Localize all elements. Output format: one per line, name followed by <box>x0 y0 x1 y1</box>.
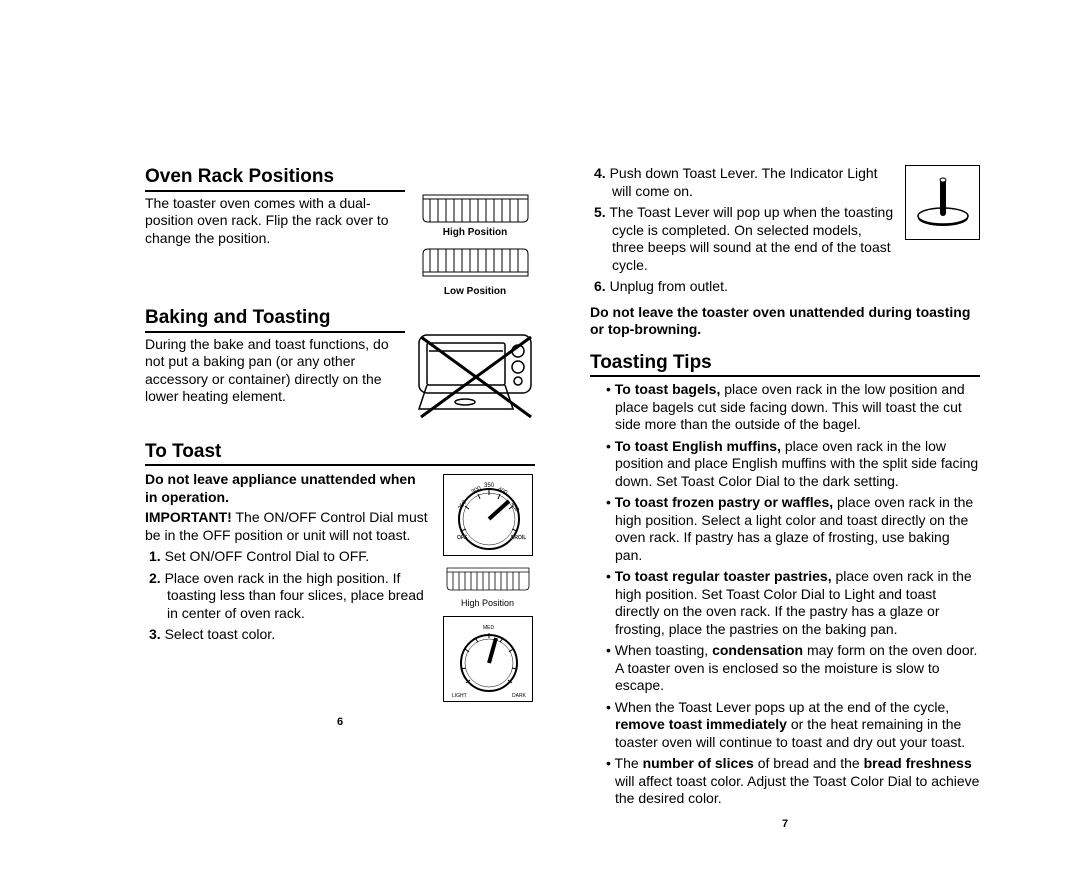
warning-unattended-2: Do not leave the toaster oven unattended… <box>590 304 980 339</box>
caption-high: High Position <box>443 227 507 240</box>
step-1: 1. Set ON/OFF Control Dial to OFF. <box>163 548 430 566</box>
right-column: 4. Push down Toast Lever. The Indicator … <box>590 165 980 832</box>
page-number-right: 7 <box>590 818 980 832</box>
tip-muffins: To toast English muffins, place oven rac… <box>615 438 980 491</box>
toast-illustrations: OFF BROIL 250 300 350 400 450 <box>440 474 535 701</box>
heading-to-toast: To Toast <box>145 440 535 467</box>
manual-page-spread: Oven Rack Positions The toaster oven com… <box>0 0 1080 882</box>
rack-small-icon <box>443 562 533 596</box>
heading-tips: Toasting Tips <box>590 351 980 378</box>
svg-text:350: 350 <box>484 483 495 489</box>
left-column: Oven Rack Positions The toaster oven com… <box>145 165 535 832</box>
tip-remove: When the Toast Lever pops up at the end … <box>615 699 980 752</box>
body-baking: During the bake and toast functions, do … <box>145 336 405 406</box>
step-3: 3. Select toast color. <box>163 626 430 644</box>
tips-list: To toast bagels, place oven rack in the … <box>590 381 980 808</box>
svg-text:DARK: DARK <box>512 693 527 699</box>
color-dial-icon: MED LIGHT DARK <box>443 616 533 702</box>
svg-text:BROIL: BROIL <box>511 535 526 541</box>
toast-steps-continued: 4. Push down Toast Lever. The Indicator … <box>590 165 895 296</box>
svg-text:OFF: OFF <box>457 535 467 541</box>
tip-slices: The number of slices of bread and the br… <box>615 755 980 808</box>
step-5: 5. The Toast Lever will pop up when the … <box>608 204 895 274</box>
step-2: 2. Place oven rack in the high position.… <box>163 570 430 623</box>
toast-steps: 1. Set ON/OFF Control Dial to OFF. 2. Pl… <box>145 548 430 644</box>
step-4: 4. Push down Toast Lever. The Indicator … <box>608 165 895 200</box>
section-to-toast: To Toast Do not leave appliance unattend… <box>145 440 535 702</box>
section-rack-positions: Oven Rack Positions The toaster oven com… <box>145 165 535 298</box>
top-right-row: 4. Push down Toast Lever. The Indicator … <box>590 165 980 300</box>
rack-high-icon <box>418 187 533 225</box>
page-number-left: 6 <box>145 716 535 730</box>
toast-lever-icon <box>913 173 973 233</box>
rack-illustration-group: High Position Low Posi <box>415 187 535 298</box>
rack-low-icon <box>418 246 533 284</box>
tip-condensation: When toasting, condensation may form on … <box>615 642 980 695</box>
oven-x-illustration <box>415 331 535 426</box>
temp-dial-icon: OFF BROIL 250 300 350 400 450 <box>443 474 533 556</box>
important-note: IMPORTANT! The ON/OFF Control Dial must … <box>145 509 430 544</box>
section-baking-toasting: Baking and Toasting During the bake and … <box>145 306 535 426</box>
lever-illustration <box>905 165 980 240</box>
caption-high-small: High Position <box>461 598 514 609</box>
warning-unattended: Do not leave appliance unattended when i… <box>145 471 430 506</box>
body-rack-positions: The toaster oven comes with a dual-posit… <box>145 195 405 248</box>
svg-text:MED: MED <box>483 625 495 631</box>
tip-pastries: To toast regular toaster pastries, place… <box>615 568 980 638</box>
heading-rack-positions: Oven Rack Positions <box>145 165 405 192</box>
step-6: 6. Unplug from outlet. <box>608 278 895 296</box>
caption-low: Low Position <box>444 286 506 299</box>
tip-bagels: To toast bagels, place oven rack in the … <box>615 381 980 434</box>
tip-frozen: To toast frozen pastry or waffles, place… <box>615 494 980 564</box>
svg-text:LIGHT: LIGHT <box>452 693 467 699</box>
heading-baking: Baking and Toasting <box>145 306 405 333</box>
